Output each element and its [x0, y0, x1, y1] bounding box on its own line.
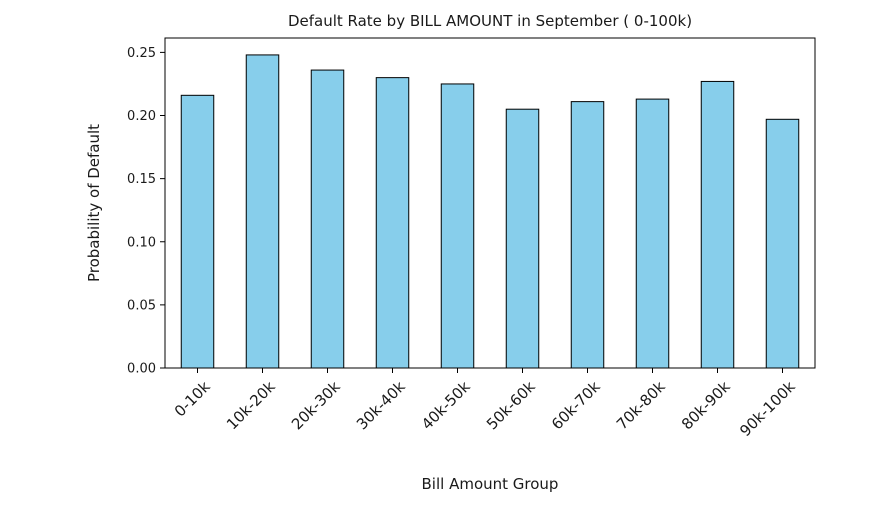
- x-tick-label-90k-100k: 90k-100k: [736, 377, 799, 440]
- x-tick-label-80k-90k: 80k-90k: [678, 377, 734, 433]
- x-axis: 0-10k 10k-20k 20k-30k 30k-40k 40k-50k 50k-60k…: [171, 368, 799, 440]
- x-tick-label-70k-80k: 70k-80k: [613, 377, 669, 433]
- x-tick-label-60k-70k: 60k-70k: [548, 377, 604, 433]
- x-tick-label-10k-20k: 10k-20k: [223, 377, 279, 433]
- x-tick-label-30k-40k: 30k-40k: [353, 377, 409, 433]
- y-axis-label: Probability of Default: [85, 124, 103, 282]
- bar-90k-100k: [765, 118, 800, 369]
- bar-10k-20k: [245, 54, 280, 369]
- bar-0-10k: [180, 94, 215, 369]
- y-axis: 0.00 0.05 0.10 0.15 0.20 0.25: [127, 46, 165, 377]
- x-tick-label-20k-30k: 20k-30k: [288, 377, 344, 433]
- plot-frame: [164, 37, 816, 369]
- bar-20k-30k: [310, 69, 345, 369]
- bar-30k-40k: [375, 77, 410, 369]
- y-tick-label-0.25: 0.25: [127, 46, 156, 61]
- bars-group: [180, 54, 800, 369]
- y-tick-label-0.20: 0.20: [127, 109, 156, 124]
- x-tick-label-40k-50k: 40k-50k: [418, 377, 474, 433]
- x-axis-label: Bill Amount Group: [422, 475, 559, 493]
- bar-40k-50k: [440, 83, 475, 369]
- bar-60k-70k: [570, 101, 605, 369]
- y-tick-label-0.10: 0.10: [127, 235, 156, 250]
- bar-50k-60k: [505, 108, 540, 369]
- y-tick-label-0.15: 0.15: [127, 172, 156, 187]
- chart-title: Default Rate by BILL AMOUNT in September…: [288, 12, 692, 30]
- y-tick-label-0.05: 0.05: [127, 298, 156, 313]
- bar-80k-90k: [700, 80, 735, 369]
- x-tick-label-0-10k: 0-10k: [171, 377, 214, 420]
- bar-70k-80k: [635, 98, 670, 369]
- x-tick-label-50k-60k: 50k-60k: [483, 377, 539, 433]
- y-tick-label-0.00: 0.00: [127, 362, 156, 377]
